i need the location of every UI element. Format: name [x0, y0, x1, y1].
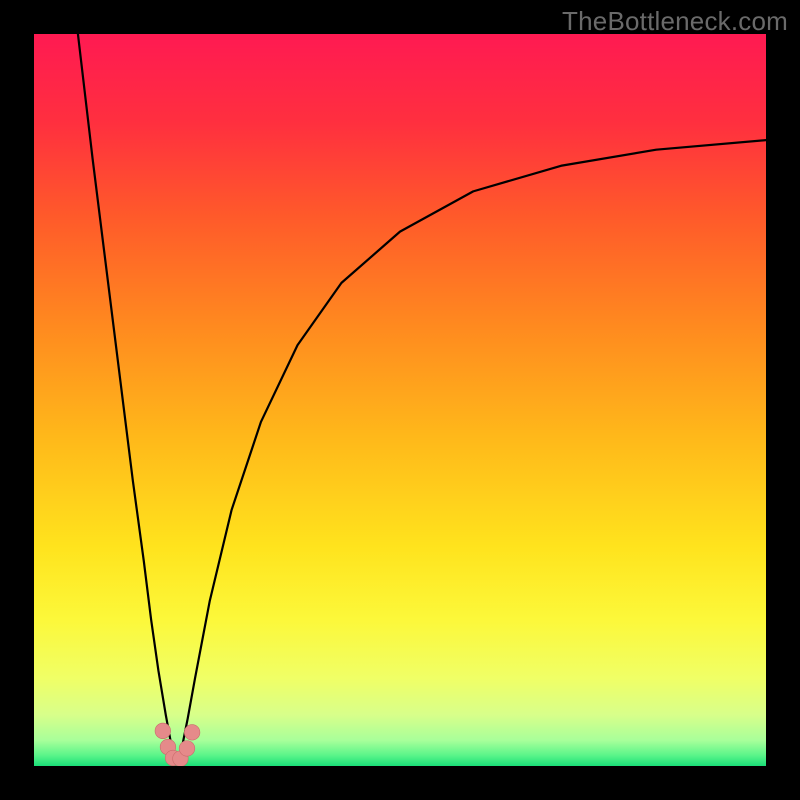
marker-group [155, 723, 200, 766]
watermark-text: TheBottleneck.com [562, 6, 788, 37]
plot-area [34, 34, 766, 766]
data-marker [179, 741, 195, 757]
data-marker [184, 725, 200, 741]
chart-svg-overlay [34, 34, 766, 766]
data-marker [155, 723, 171, 739]
chart-canvas: TheBottleneck.com [0, 0, 800, 800]
bottleneck-curve [78, 34, 766, 762]
